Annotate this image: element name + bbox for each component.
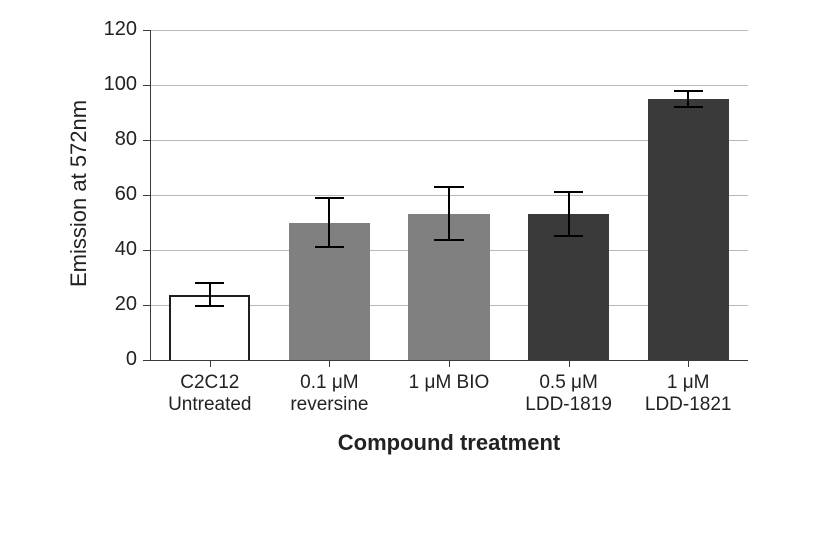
y-tick-mark	[143, 250, 150, 251]
plot-area: 020406080100120C2C12Untreated0.1 μMrever…	[150, 30, 748, 360]
bar-chart: Emission at 572nm 020406080100120C2C12Un…	[60, 20, 780, 500]
y-tick-mark	[143, 195, 150, 196]
gridline	[150, 30, 748, 31]
x-tick-mark	[329, 360, 330, 367]
y-tick-label: 20	[87, 293, 137, 316]
x-axis-label: Compound treatment	[150, 430, 748, 456]
y-tick-label: 120	[87, 18, 137, 41]
y-tick-label: 0	[87, 348, 137, 371]
bar-label: 1 μM BIO	[389, 372, 509, 394]
y-tick-mark	[143, 30, 150, 31]
x-tick-mark	[210, 360, 211, 367]
bar-label: 0.1 μMreversine	[270, 372, 390, 416]
y-axis-line	[150, 30, 151, 360]
y-tick-label: 40	[87, 238, 137, 261]
bar-label: 0.5 μMLDD-1819	[509, 372, 629, 416]
y-tick-label: 100	[87, 73, 137, 96]
bar-label: C2C12Untreated	[150, 372, 270, 416]
gridline	[150, 85, 748, 86]
bar	[648, 99, 729, 360]
y-tick-mark	[143, 85, 150, 86]
y-tick-mark	[143, 305, 150, 306]
y-tick-mark	[143, 140, 150, 141]
x-tick-mark	[569, 360, 570, 367]
y-tick-mark	[143, 360, 150, 361]
x-tick-mark	[449, 360, 450, 367]
bar-label: 1 μMLDD-1821	[628, 372, 748, 416]
y-tick-label: 80	[87, 128, 137, 151]
x-tick-mark	[688, 360, 689, 367]
y-tick-label: 60	[87, 183, 137, 206]
